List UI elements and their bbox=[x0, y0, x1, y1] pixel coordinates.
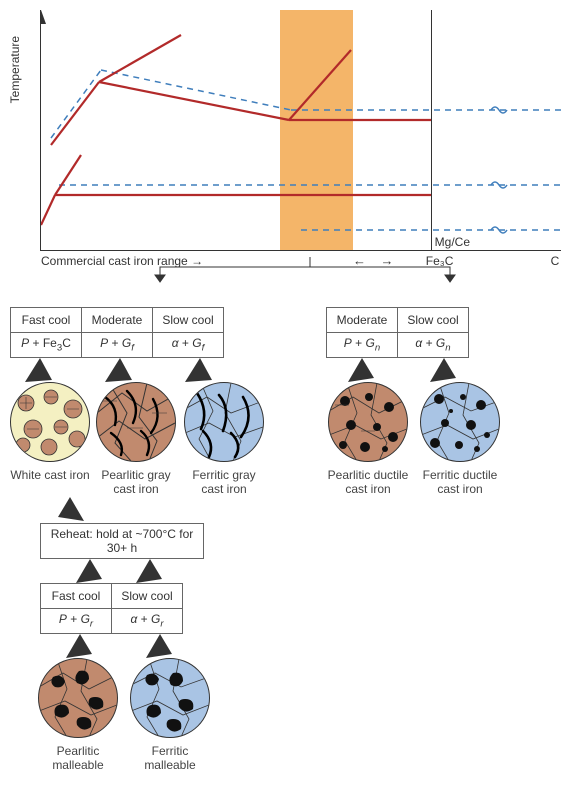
group-2: Moderate Slow cool P + Gn α + Gn bbox=[326, 307, 502, 497]
g1-circle-0: White cast iron bbox=[10, 382, 90, 497]
reheat-phase-1: α + Gr bbox=[112, 608, 183, 633]
group2-table: Moderate Slow cool P + Gn α + Gn bbox=[326, 307, 469, 358]
g1-rate-1: Moderate bbox=[82, 308, 153, 333]
reheat-rate-0: Fast cool bbox=[41, 583, 112, 608]
pearlitic-ductile-icon bbox=[329, 383, 407, 461]
g1-phase-1: P + Gf bbox=[82, 333, 153, 358]
g2-rate-0: Moderate bbox=[327, 308, 398, 333]
g1-arrows bbox=[10, 358, 250, 382]
reheat-down-arrows bbox=[40, 634, 240, 658]
g2-circle-1: Ferritic ductile cast iron bbox=[418, 382, 502, 497]
g1-circle-2: Ferritic gray cast iron bbox=[182, 382, 266, 497]
reheat-circle-0: Pearlitic malleable bbox=[36, 658, 120, 773]
reheat-table: Fast cool Slow cool P + Gr α + Gr bbox=[40, 583, 183, 634]
reheat-rate-1: Slow cool bbox=[112, 583, 183, 608]
y-axis-label: Temperature bbox=[8, 36, 22, 103]
g1-rate-2: Slow cool bbox=[153, 308, 224, 333]
group-1: Fast cool Moderate Slow cool P + Fe3C P … bbox=[10, 307, 266, 773]
reheat-circle-1: Ferritic malleable bbox=[128, 658, 212, 773]
arrow-to-reheat bbox=[30, 497, 180, 523]
g2-circle-0: Pearlitic ductile cast iron bbox=[326, 382, 410, 497]
flow-area: Fast cool Moderate Slow cool P + Fe3C P … bbox=[10, 307, 567, 773]
g1-rate-0: Fast cool bbox=[11, 308, 82, 333]
g1-phase-0: P + Fe3C bbox=[11, 333, 82, 358]
pearlitic-malleable-icon bbox=[39, 659, 117, 737]
white-iron-icon bbox=[11, 383, 89, 461]
g2-arrows bbox=[326, 358, 496, 382]
g1-circle-1: Pearlitic gray cast iron bbox=[94, 382, 178, 497]
pearlitic-gray-icon bbox=[97, 383, 175, 461]
reheat-box: Reheat: hold at ~700°C for 30+ h bbox=[40, 523, 204, 559]
reheat-split-arrows bbox=[40, 559, 240, 583]
phase-diagram: Temperature Commercial cast iron range →… bbox=[40, 10, 561, 251]
g1-phase-2: α + Gf bbox=[153, 333, 224, 358]
g2-rate-1: Slow cool bbox=[398, 308, 469, 333]
phase-diagram-lines bbox=[41, 10, 561, 250]
mgce-label: Mg/Ce bbox=[435, 235, 470, 249]
g2-phase-1: α + Gn bbox=[398, 333, 469, 358]
reheat-phase-0: P + Gr bbox=[41, 608, 112, 633]
ferritic-malleable-icon bbox=[131, 659, 209, 737]
split-arrows: Mg/Ce bbox=[10, 257, 570, 297]
g2-phase-0: P + Gn bbox=[327, 333, 398, 358]
ferritic-ductile-icon bbox=[421, 383, 499, 461]
group1-table: Fast cool Moderate Slow cool P + Fe3C P … bbox=[10, 307, 224, 358]
ferritic-gray-icon bbox=[185, 383, 263, 461]
